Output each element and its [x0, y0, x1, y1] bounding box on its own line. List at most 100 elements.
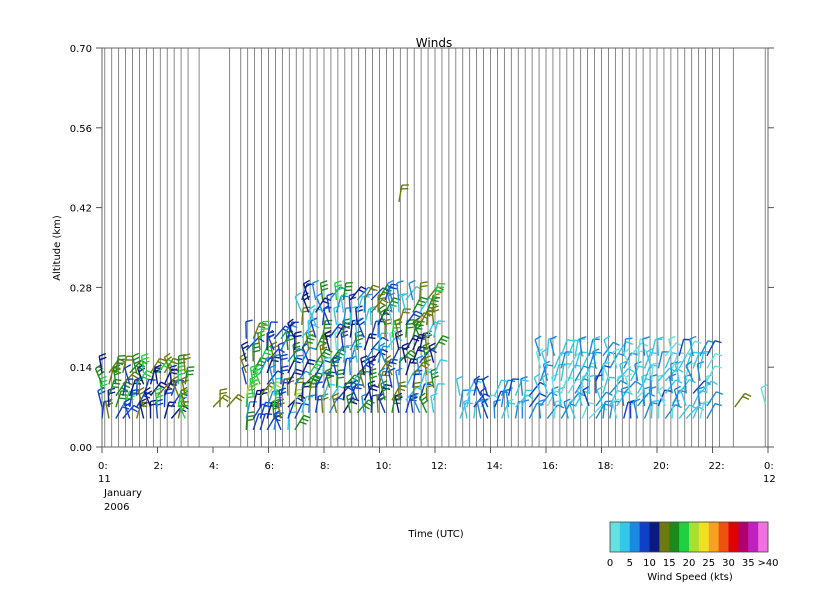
barb-flag — [387, 280, 393, 283]
barb-flag — [260, 323, 267, 324]
wind-barb — [761, 385, 767, 405]
barb-flag — [392, 301, 399, 303]
barb-flag — [338, 370, 345, 371]
barb-flag — [220, 393, 227, 394]
barb-flag — [508, 403, 515, 404]
x-tick-label: 16: — [542, 461, 558, 472]
barb-staff — [761, 388, 765, 404]
barb-flag — [408, 353, 414, 357]
colorbar-swatch — [719, 522, 729, 552]
barb-flag — [249, 387, 256, 388]
barb-staff — [564, 402, 568, 418]
barb-flag — [336, 288, 343, 290]
barb-staff — [735, 393, 745, 407]
barb-flag — [589, 375, 596, 376]
barb-flag — [307, 363, 314, 364]
barb-flag — [304, 415, 311, 417]
barb-flag — [220, 389, 227, 390]
date-start-year: 2006 — [104, 502, 129, 513]
wind-barbs — [95, 185, 767, 430]
barb-flag — [295, 332, 302, 333]
barb-staff — [335, 333, 337, 350]
barb-staff — [707, 366, 715, 381]
barb-staff — [634, 402, 638, 419]
x-tick-label: 12: — [431, 461, 447, 472]
wind-barb — [434, 336, 450, 350]
x-axis: 0:2:4:6:8:10:12:14:16:18:20:22:0: — [98, 447, 774, 472]
barb-flag — [421, 397, 427, 401]
barb-flag — [417, 356, 423, 359]
barb-staff — [561, 378, 567, 394]
colorbar-swatch — [738, 522, 748, 552]
barb-flag — [302, 419, 309, 421]
barb-staff — [349, 296, 350, 313]
barb-flag — [613, 342, 619, 345]
colorbar-swatch — [689, 522, 699, 552]
barb-staff — [675, 364, 679, 381]
barb-flag — [418, 338, 425, 339]
wind-barb — [343, 398, 359, 412]
date-start-day: 11 — [98, 474, 111, 485]
barb-flag — [567, 340, 574, 341]
barb-staff — [364, 334, 369, 350]
barb-flag — [715, 341, 722, 343]
barb-staff — [356, 308, 358, 325]
barb-flag — [433, 294, 440, 296]
barb-flag — [361, 356, 367, 359]
barb-flag — [382, 300, 388, 303]
barb-flag — [743, 396, 749, 399]
plot-layer: 0.000.140.280.420.560.700:2:4:6:8:10:12:… — [70, 44, 779, 569]
wind-barb — [312, 281, 318, 300]
wind-barb — [634, 399, 640, 418]
barb-staff — [278, 345, 281, 362]
barb-staff — [312, 283, 315, 300]
barb-flag — [304, 280, 310, 283]
barb-flag — [242, 342, 248, 345]
barb-flag — [658, 337, 665, 339]
barb-flag — [222, 398, 228, 402]
barb-flag — [250, 376, 256, 379]
barb-flag — [426, 385, 433, 387]
barb-flag — [421, 297, 428, 299]
barb-flag — [296, 369, 303, 371]
colorbar-tick-label: 15 — [663, 558, 676, 569]
barb-flag — [407, 327, 414, 328]
wind-barb — [246, 320, 253, 339]
barb-staff — [431, 396, 434, 413]
barb-flag — [420, 393, 426, 397]
y-tick-label: 0.42 — [70, 204, 92, 215]
wind-barb — [364, 285, 379, 300]
wind-barb — [613, 349, 619, 368]
barb-flag — [178, 373, 185, 375]
barb-staff — [575, 339, 578, 356]
barb-flag — [423, 400, 429, 404]
barb-staff — [582, 353, 589, 368]
x-tick-label: 2: — [154, 461, 164, 472]
barb-flag — [308, 338, 315, 340]
barb-flag — [119, 398, 126, 399]
barb-flag — [626, 374, 632, 377]
barb-staff — [334, 308, 337, 325]
barb-flag — [113, 383, 120, 384]
barb-staff — [321, 283, 323, 300]
barb-flag — [368, 338, 375, 339]
wind-barb — [381, 381, 389, 401]
barb-staff — [613, 352, 617, 369]
colorbar-tick-label: 10 — [643, 558, 656, 569]
barb-flag — [272, 360, 279, 361]
y-tick-label: 0.28 — [70, 283, 92, 294]
wind-barb — [495, 391, 508, 407]
colorbar-tick-label: 25 — [702, 558, 715, 569]
barb-flag — [373, 285, 380, 287]
barb-flag — [247, 416, 254, 417]
barb-staff — [457, 379, 460, 396]
barb-flag — [695, 341, 702, 343]
barb-flag — [414, 382, 421, 383]
barb-flag — [341, 331, 348, 333]
barb-flag — [669, 336, 675, 339]
barb-flag — [112, 387, 119, 388]
barb-staff — [260, 390, 261, 407]
barb-staff — [494, 402, 495, 419]
barb-flag — [142, 354, 149, 356]
